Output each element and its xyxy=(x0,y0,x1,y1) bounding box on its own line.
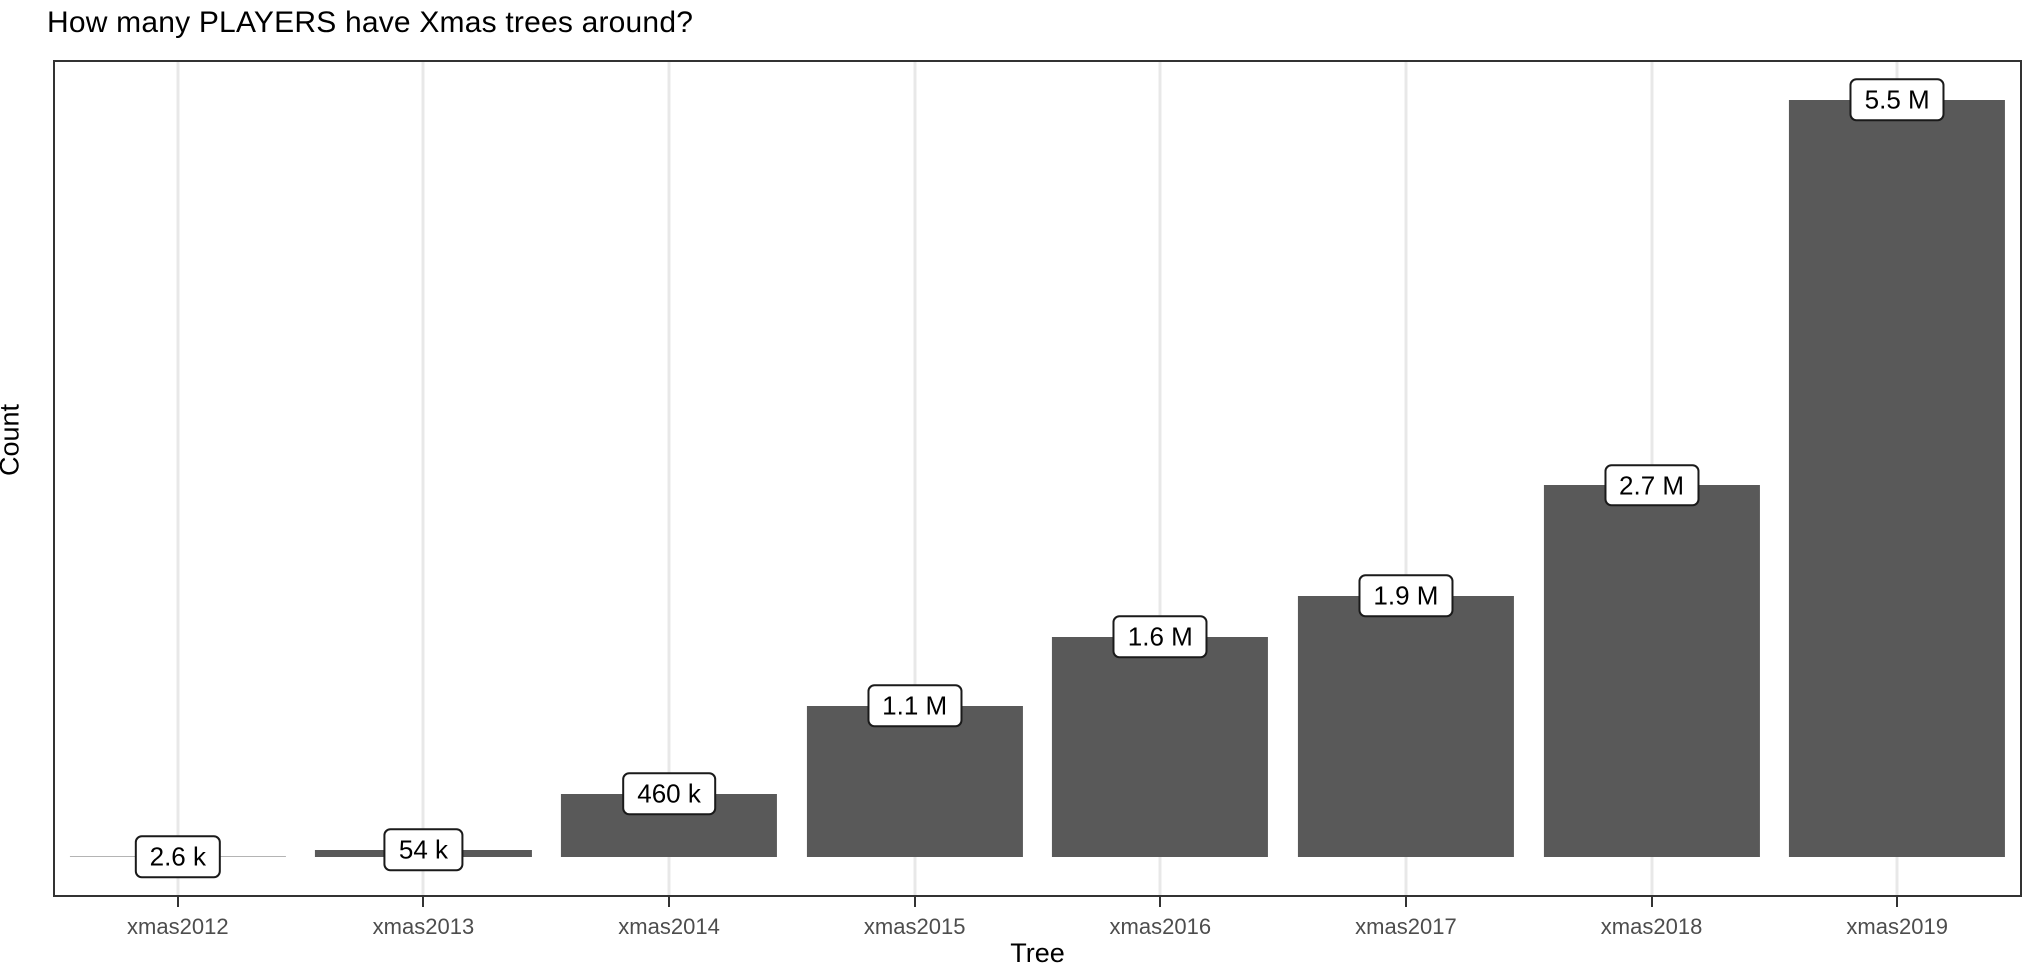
x-tick-mark xyxy=(1404,897,1407,907)
x-tick-label: xmas2016 xyxy=(1109,914,1212,939)
x-axis-category: xmas2014 xyxy=(546,897,792,940)
bar xyxy=(1052,636,1269,858)
bar-value-label: 5.5 M xyxy=(1849,78,1945,122)
bar xyxy=(1543,485,1760,858)
bar-value-label: 54 k xyxy=(383,828,464,871)
vertical-gridline xyxy=(176,62,180,895)
bar-cell: 5.5 M xyxy=(1774,62,2020,895)
x-tick-label: xmas2013 xyxy=(372,914,475,939)
bar-value-label: 2.6 k xyxy=(134,835,221,879)
chart-title: How many PLAYERS have Xmas trees around? xyxy=(47,6,694,39)
x-tick-label: xmas2019 xyxy=(1846,914,1948,939)
x-axis-category: xmas2012 xyxy=(55,897,301,940)
x-axis-category: xmas2018 xyxy=(1529,897,1775,940)
x-tick-mark xyxy=(913,897,916,907)
vertical-gridline xyxy=(421,62,425,895)
x-tick-label: xmas2017 xyxy=(1355,914,1457,939)
x-axis: xmas2012 xmas2013 xmas2014 xmas2015 xmas2016… xyxy=(55,897,2020,940)
bar-value-label: 1.9 M xyxy=(1358,574,1454,617)
vertical-gridline xyxy=(1158,62,1162,895)
x-axis-category: xmas2015 xyxy=(792,897,1038,940)
bar-value-label: 460 k xyxy=(622,772,716,816)
x-axis-category: xmas2019 xyxy=(1774,897,2020,940)
vertical-gridline xyxy=(913,62,917,895)
x-axis-title: Tree xyxy=(1010,938,1065,968)
x-tick-mark xyxy=(668,897,671,907)
x-tick-mark xyxy=(422,897,425,907)
x-tick-mark xyxy=(1650,897,1653,907)
bar-cell: 2.7 M xyxy=(1529,62,1775,895)
bar-cell: 1.6 M xyxy=(1038,62,1284,895)
plot-area: 2.6 k 54 k 460 k 1.1 M 1.6 M 1.9 M 2.7 M 5.5 M xyxy=(55,62,2020,895)
bar-cell: 2.6 k xyxy=(55,62,301,895)
x-tick-label: xmas2014 xyxy=(618,914,720,939)
x-tick-label: xmas2012 xyxy=(127,914,229,939)
x-axis-category: xmas2016 xyxy=(1038,897,1284,940)
bar xyxy=(1297,595,1515,858)
x-tick-label: xmas2018 xyxy=(1600,914,1703,939)
bar xyxy=(806,705,1023,858)
bar-value-label: 1.6 M xyxy=(1112,615,1208,659)
bar-value-label: 2.7 M xyxy=(1604,464,1700,507)
x-tick-label: xmas2015 xyxy=(863,914,966,939)
bar-cell: 1.9 M xyxy=(1283,62,1529,895)
x-tick-mark xyxy=(176,897,179,907)
plot-panel: 2.6 k 54 k 460 k 1.1 M 1.6 M 1.9 M 2.7 M 5.5 M xyxy=(53,60,2022,897)
x-tick-mark xyxy=(1896,897,1899,907)
vertical-gridline xyxy=(667,62,671,895)
x-axis-category: xmas2013 xyxy=(301,897,547,940)
vertical-gridline xyxy=(1404,62,1408,895)
y-axis-title: Count xyxy=(0,403,25,476)
bar-cell: 54 k xyxy=(301,62,547,895)
bar-cell: 1.1 M xyxy=(792,62,1038,895)
x-axis-category: xmas2017 xyxy=(1283,897,1529,940)
x-tick-mark xyxy=(1159,897,1162,907)
bar-value-label: 1.1 M xyxy=(867,684,963,727)
bar-cell: 460 k xyxy=(546,62,792,895)
bar xyxy=(1789,99,2006,858)
